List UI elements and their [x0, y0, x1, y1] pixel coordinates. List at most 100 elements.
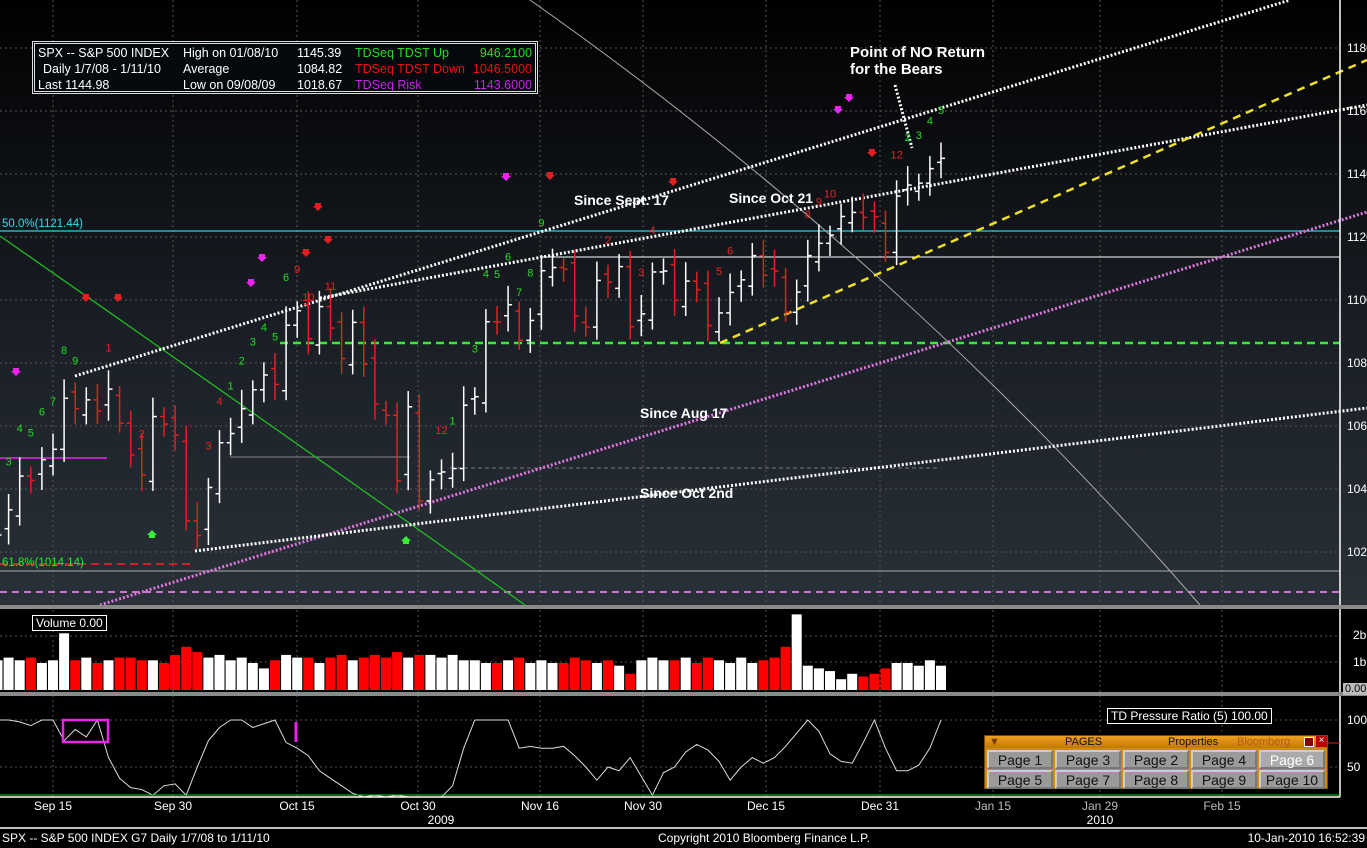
- page-button[interactable]: Page 2: [1123, 750, 1189, 769]
- annotation-line-2: for the Bears: [850, 61, 943, 78]
- date-tick-label: Dec 15: [746, 799, 786, 813]
- fib-618-label: 61.8%(1014.14): [2, 557, 84, 569]
- td-count-label: 2: [239, 356, 245, 368]
- volume-bar: [858, 676, 869, 690]
- pages-tab[interactable]: PAGES: [1065, 736, 1103, 748]
- down-arrow-icon: [257, 254, 267, 262]
- down-arrow-icon: [11, 368, 21, 376]
- price-bar: [226, 417, 235, 456]
- price-bar: [115, 385, 124, 433]
- date-tick-label: Feb 15: [1203, 799, 1241, 813]
- volume-bar: [358, 657, 369, 690]
- volume-bar: [736, 657, 747, 690]
- price-bar: [382, 400, 390, 425]
- page-button[interactable]: Page 5: [987, 770, 1053, 789]
- properties-tab[interactable]: Properties: [1168, 736, 1219, 748]
- up-arrow-icon: [401, 536, 411, 544]
- price-bar: [137, 432, 146, 491]
- price-bar: [0, 534, 2, 536]
- price-bar: [548, 248, 557, 287]
- page-button[interactable]: Page 3: [1055, 750, 1121, 769]
- price-bar: [4, 494, 13, 545]
- legend-tdst-up-value: 946.2100: [479, 46, 532, 60]
- volume-bar: [714, 660, 724, 690]
- volume-bar: [836, 679, 847, 690]
- td-count-label: 5: [28, 427, 34, 439]
- page-button[interactable]: Page 1: [987, 750, 1053, 769]
- maximize-icon[interactable]: [1304, 737, 1314, 747]
- volume-tick: 2b: [1353, 628, 1367, 642]
- price-bar: [781, 267, 790, 322]
- bloomberg-tab[interactable]: Bloomberg: [1237, 736, 1291, 748]
- volume-bar: [347, 660, 358, 690]
- volume-bar: [270, 660, 280, 690]
- close-icon[interactable]: ×: [1316, 736, 1327, 747]
- volume-bar: [181, 646, 192, 690]
- annotation-since-sept17: Since Sept. 17: [574, 192, 669, 208]
- price-tick-label: 1140: [1347, 167, 1367, 181]
- price-bar: [426, 470, 435, 514]
- td-count-label: 7: [516, 287, 522, 299]
- price-bar: [493, 305, 501, 335]
- volume-bar: [136, 660, 147, 690]
- volume-bar: [802, 665, 813, 690]
- volume-bar: [825, 671, 835, 690]
- date-tick-label: Oct 30: [400, 799, 436, 813]
- page-button[interactable]: Page 4: [1191, 750, 1257, 769]
- td-count-label: 10: [824, 188, 836, 200]
- volume-bar: [603, 660, 613, 690]
- down-arrow-icon: [313, 203, 323, 211]
- price-bar: [348, 309, 357, 375]
- date-tick-label: Nov 30: [623, 799, 663, 813]
- td-count-label: 9: [816, 197, 822, 209]
- volume-bar: [192, 652, 203, 690]
- price-bar: [748, 242, 757, 296]
- panel-divider[interactable]: [0, 605, 1367, 609]
- page-button[interactable]: Page 6: [1259, 750, 1325, 769]
- collapse-triangle-icon[interactable]: ▼: [989, 736, 1000, 748]
- td-count-label: 2: [139, 428, 145, 440]
- volume-bar: [480, 663, 491, 690]
- price-bar: [615, 254, 624, 298]
- volume-bar: [625, 673, 636, 690]
- volume-bar: [247, 663, 258, 690]
- volume-bar: [436, 657, 447, 690]
- td-count-label: 5: [938, 105, 944, 117]
- price-bar: [293, 301, 302, 338]
- volume-bar: [492, 663, 502, 690]
- price-bar: [437, 459, 446, 490]
- td-count-label: 1: [228, 380, 234, 392]
- page-button[interactable]: Page 9: [1191, 770, 1257, 789]
- price-bar: [404, 391, 413, 491]
- pressure-ratio-line: [0, 718, 942, 798]
- volume-bar: [236, 657, 247, 690]
- price-bar: [925, 156, 934, 196]
- price-bar: [504, 285, 513, 332]
- price-bar: [604, 264, 612, 298]
- volume-bar: [403, 657, 414, 690]
- annotation-pointer: [893, 84, 914, 149]
- td-count-label: 9: [538, 218, 544, 230]
- volume-bar: [59, 633, 70, 690]
- status-copyright: Copyright 2010 Bloomberg Finance L.P.: [658, 831, 870, 845]
- page-button[interactable]: Page 10: [1259, 770, 1325, 789]
- page-button[interactable]: Page 8: [1123, 770, 1189, 789]
- volume-bar: [869, 673, 880, 690]
- trendline-oct21: [319, 103, 1367, 300]
- volume-bar: [791, 614, 802, 690]
- legend-range: Daily 1/7/08 - 1/11/10: [43, 62, 161, 76]
- annotation-since-oct21: Since Oct 21: [729, 190, 814, 206]
- panel-divider[interactable]: [0, 692, 1367, 696]
- price-bar: [60, 379, 69, 462]
- legend-avg-value: 1084.82: [297, 62, 343, 76]
- volume-bar: [258, 668, 269, 690]
- td-count-label: 1: [450, 415, 456, 427]
- volume-bar: [469, 660, 480, 690]
- volume-bar: [691, 663, 702, 690]
- volume-last-tag: 0.00: [1343, 683, 1367, 695]
- page-button[interactable]: Page 7: [1055, 770, 1121, 789]
- td-count-label: 3: [916, 130, 922, 142]
- volume-bar: [647, 657, 658, 690]
- td-count-label: 3: [6, 457, 12, 469]
- price-bar: [315, 290, 324, 355]
